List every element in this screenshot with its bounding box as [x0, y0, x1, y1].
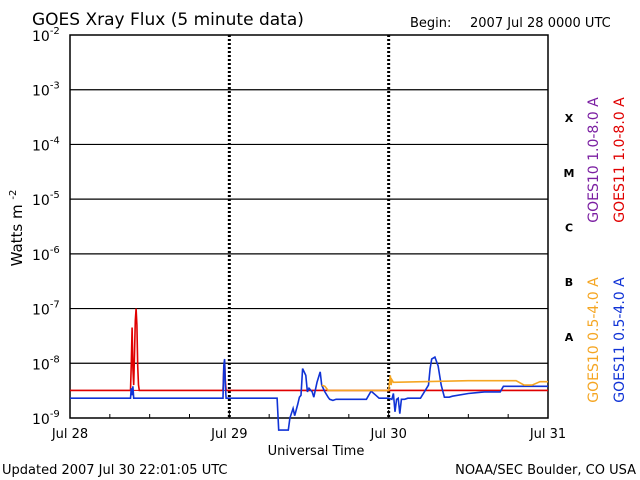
y-tick-exponent: -5 — [50, 190, 60, 201]
y-tick-labels: 10-2 10-3 10-4 10-5 10-6 10-7 10-8 10-9 — [32, 26, 60, 428]
flare-class-labels: X M C B A — [564, 112, 575, 344]
plot-frame — [69, 34, 549, 419]
flare-class-label: X — [565, 112, 574, 125]
x-tick-label: Jul 29 — [210, 427, 247, 442]
y-tick-label: 10-2 — [32, 26, 60, 45]
x-tick-label: Jul 28 — [51, 427, 88, 442]
series-line-1 — [70, 308, 548, 392]
flare-class-label: M — [564, 167, 575, 180]
y-tick-label: 10-8 — [32, 354, 60, 373]
y-tick-label: 10-5 — [32, 190, 60, 209]
y-tick-label: 10-6 — [32, 245, 60, 264]
flare-class-label: B — [565, 276, 573, 289]
legend-goes11-long: GOES11 1.0-8.0 A — [612, 97, 628, 223]
series-lines — [70, 308, 548, 431]
y-tick-exponent: -2 — [50, 26, 60, 37]
series-line-3 — [321, 375, 548, 392]
y-tick-exponent: -3 — [50, 81, 60, 92]
x-axis-title: Universal Time — [268, 444, 365, 459]
updated-timestamp: Updated 2007 Jul 30 22:01:05 UTC — [2, 463, 227, 478]
flare-class-label: C — [565, 222, 573, 235]
y-axis-title: Watts m -2 — [8, 190, 26, 267]
y-tick-label: 10-7 — [32, 300, 60, 319]
x-tick-label: Jul 30 — [369, 427, 406, 442]
y-tick-exponent: -4 — [50, 135, 60, 146]
y-tick-exponent: -8 — [50, 354, 60, 365]
begin-value: 2007 Jul 28 0000 UTC — [470, 16, 611, 31]
legend-goes11-short: GOES11 0.5-4.0 A — [612, 277, 628, 403]
y-axis-title-exponent: -2 — [8, 190, 19, 200]
y-tick-label: 10-3 — [32, 81, 60, 100]
y-tick-exponent: -7 — [50, 300, 60, 311]
series-line-2 — [70, 355, 548, 431]
y-tick-exponent: -9 — [50, 409, 60, 420]
x-tick-labels: Jul 28 Jul 29 Jul 30 Jul 31 — [51, 427, 566, 442]
y-tick-exponent: -6 — [50, 245, 60, 256]
grid — [69, 35, 549, 418]
chart-title: GOES Xray Flux (5 minute data) — [32, 10, 304, 30]
y-tick-label: 10-4 — [32, 135, 60, 154]
credit-text: NOAA/SEC Boulder, CO USA — [455, 463, 636, 478]
legend-goes10-short: GOES10 0.5-4.0 A — [586, 277, 602, 403]
legend-goes10-long: GOES10 1.0-8.0 A — [586, 97, 602, 223]
y-tick-label: 10-9 — [32, 409, 60, 428]
y-axis-title-text: Watts m — [8, 204, 26, 266]
x-tick-label: Jul 31 — [529, 427, 566, 442]
flare-class-label: A — [565, 331, 574, 344]
begin-label: Begin: — [410, 16, 451, 31]
